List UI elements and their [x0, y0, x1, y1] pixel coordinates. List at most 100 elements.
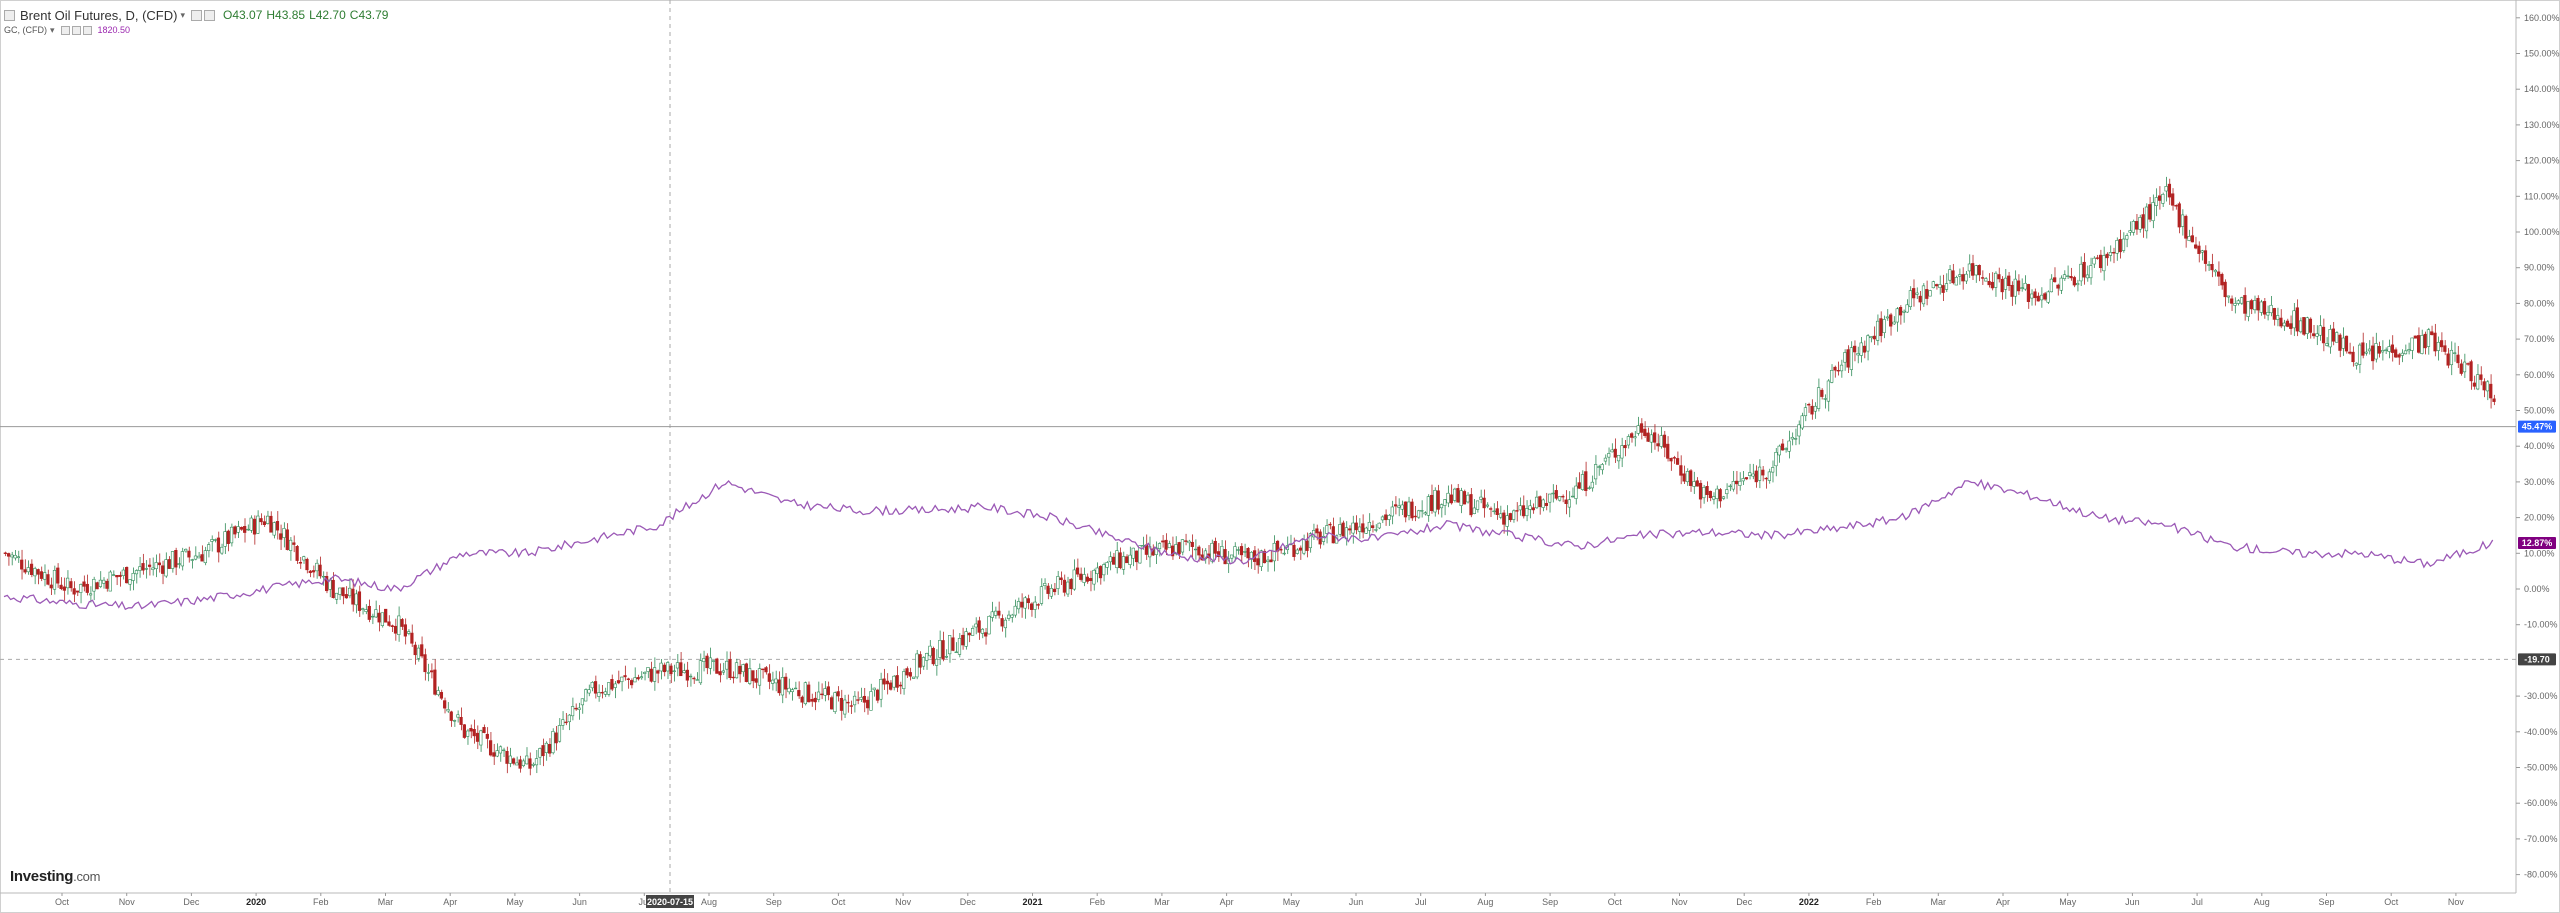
candle-body	[1095, 567, 1099, 574]
eye-square-icon[interactable]	[60, 26, 70, 35]
close-square-icon[interactable]	[204, 10, 215, 21]
candle-body	[295, 546, 299, 561]
chevron-down-icon[interactable]: ▾	[180, 10, 185, 20]
candle-body	[846, 701, 850, 704]
y-tick-label: 90.00%	[2524, 263, 2555, 273]
candle-body	[715, 658, 719, 674]
candle-body	[1321, 535, 1326, 542]
candle-body	[246, 528, 250, 531]
candle-body	[741, 664, 745, 673]
candle-body	[2033, 291, 2037, 299]
close-square-icon[interactable]	[82, 26, 92, 35]
candle-body	[508, 755, 512, 764]
candle-body	[1967, 263, 1972, 272]
candle-body	[2403, 350, 2408, 355]
candle-body	[987, 615, 991, 635]
candle-body	[164, 559, 168, 577]
candle-body	[2171, 193, 2175, 206]
chevron-down-icon[interactable]: ▾	[50, 25, 55, 35]
candle-body	[1213, 540, 1217, 554]
candle-body	[56, 567, 60, 584]
candle-body	[1039, 586, 1044, 604]
candle-body	[1462, 491, 1467, 505]
candle-body	[593, 681, 598, 694]
candle-body	[462, 724, 466, 738]
candle-body	[2003, 277, 2008, 290]
candle-body	[2187, 236, 2191, 241]
candle-body	[85, 583, 89, 593]
candle-body	[2466, 363, 2470, 365]
candle-body	[518, 759, 522, 769]
candle-body	[226, 530, 230, 544]
x-tick-label: Dec	[1736, 897, 1753, 907]
candle-body	[275, 521, 280, 531]
candle-body	[2161, 194, 2165, 204]
candle-body	[16, 556, 21, 559]
candle-body	[698, 660, 703, 684]
candle-body	[1616, 454, 1621, 462]
y-tick-label: -70.00%	[2524, 834, 2558, 844]
candle-body	[6, 553, 11, 557]
candle-body	[338, 587, 342, 595]
y-tick-label: -40.00%	[2524, 727, 2558, 737]
candle-body	[167, 559, 171, 569]
candle-body	[984, 632, 988, 637]
legend-symbol[interactable]: Brent Oil Futures, D, (CFD)	[20, 8, 178, 23]
candle-body	[1190, 541, 1194, 547]
candle-body	[633, 677, 637, 683]
candle-body	[649, 668, 653, 682]
legend-close: C43.79	[349, 8, 389, 22]
candle-body	[849, 705, 853, 707]
candle-body	[2482, 381, 2486, 391]
candle-body	[2075, 283, 2080, 286]
candle-body	[1584, 471, 1588, 491]
settings-square-icon[interactable]	[191, 10, 202, 21]
candle-body	[420, 644, 424, 657]
candle-body	[1397, 505, 1401, 508]
candle-body	[1912, 288, 1916, 299]
candle-body	[2020, 287, 2024, 289]
candle-body	[1161, 540, 1165, 543]
candle-body	[1115, 550, 1119, 569]
candle-body	[2046, 291, 2050, 303]
candle-body	[646, 667, 650, 672]
candle-body	[1698, 482, 1703, 500]
candle-body	[1052, 588, 1057, 593]
crosshair-date-bg	[646, 895, 694, 908]
x-tick-label: Aug	[701, 897, 717, 907]
legend-compare-symbol[interactable]: GC, (CFD)	[4, 25, 47, 35]
candle-body	[793, 687, 798, 690]
candle-body	[1721, 496, 1726, 499]
y-tick-label: -80.00%	[2524, 870, 2558, 880]
candle-body	[390, 625, 394, 627]
candle-body	[1682, 473, 1686, 482]
candle-body	[1407, 501, 1411, 516]
candle-body	[1338, 524, 1342, 535]
candle-body	[2135, 221, 2139, 230]
candle-body	[1125, 556, 1129, 564]
candle-body	[1885, 316, 1890, 319]
collapse-legend-icon[interactable]	[4, 10, 15, 21]
candle-body	[239, 527, 244, 530]
candle-body	[590, 682, 594, 689]
candle-body	[1567, 499, 1571, 508]
candle-body	[370, 615, 375, 618]
candle-body	[2043, 293, 2047, 300]
candle-body	[1371, 525, 1375, 528]
candle-body	[2095, 257, 2099, 259]
candle-body	[2223, 281, 2227, 298]
candle-body	[889, 682, 893, 690]
candle-body	[780, 677, 785, 696]
candle-body	[1443, 499, 1447, 506]
candle-body	[2121, 238, 2126, 251]
candle-body	[1853, 345, 1857, 353]
candle-body	[1141, 545, 1145, 547]
candle-body	[180, 551, 184, 567]
candle-body	[1784, 448, 1788, 450]
settings-square-icon[interactable]	[71, 26, 81, 35]
candle-body	[813, 697, 817, 703]
candle-body	[2164, 186, 2168, 192]
candle-body	[777, 679, 781, 694]
candle-body	[1780, 443, 1785, 451]
